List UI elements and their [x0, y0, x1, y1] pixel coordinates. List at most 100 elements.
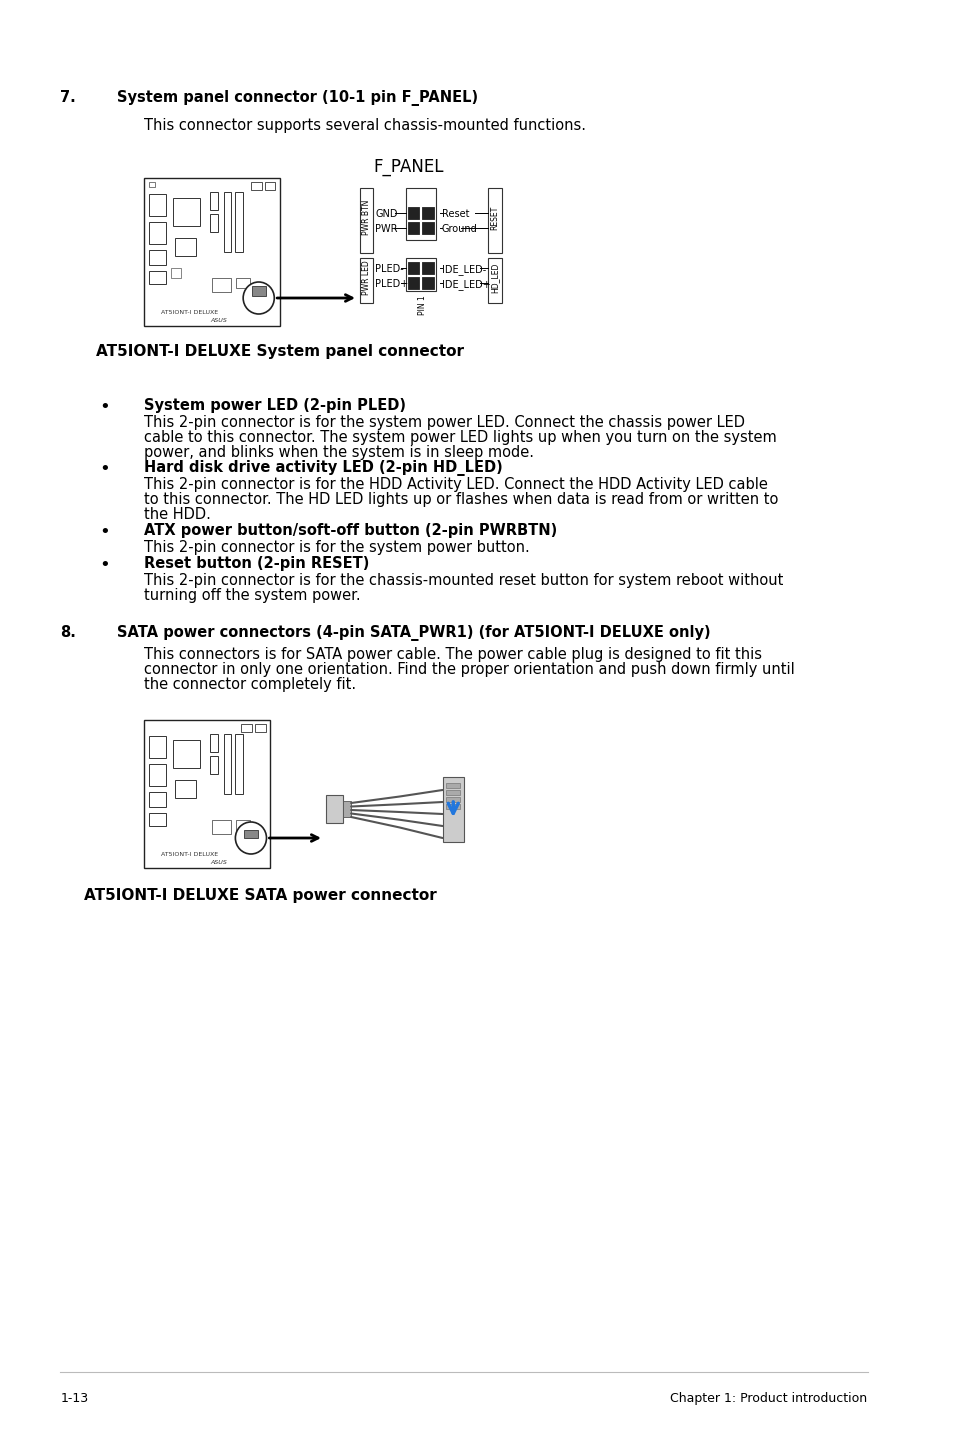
Bar — [149, 250, 166, 265]
Text: 8.: 8. — [60, 626, 76, 640]
Text: AT5IONT-I DELUXE: AT5IONT-I DELUXE — [161, 311, 218, 315]
Text: turning off the system power.: turning off the system power. — [144, 588, 360, 603]
Text: SATA power connectors (4-pin SATA_PWR1) (for AT5IONT-I DELUXE only): SATA power connectors (4-pin SATA_PWR1) … — [116, 626, 710, 641]
Text: Reset button (2-pin RESET): Reset button (2-pin RESET) — [144, 557, 369, 571]
Text: Ground: Ground — [441, 224, 476, 234]
Bar — [144, 720, 270, 869]
Bar — [212, 278, 232, 292]
Text: the HDD.: the HDD. — [144, 508, 211, 522]
Text: PWR LED: PWR LED — [362, 260, 371, 295]
Bar — [144, 178, 280, 326]
Text: AT5IONT-I DELUXE SATA power connector: AT5IONT-I DELUXE SATA power connector — [84, 889, 436, 903]
Bar — [149, 792, 166, 807]
Text: cable to this connector. The system power LED lights up when you turn on the sys: cable to this connector. The system powe… — [144, 430, 776, 444]
Text: Hard disk drive activity LED (2-pin HD_LED): Hard disk drive activity LED (2-pin HD_L… — [144, 460, 502, 476]
Text: PWR BTN: PWR BTN — [362, 200, 371, 236]
Text: IDE_LED+: IDE_LED+ — [441, 279, 490, 290]
Bar — [446, 797, 459, 802]
Bar — [236, 820, 250, 830]
Bar — [210, 193, 217, 210]
Text: ASUS: ASUS — [210, 860, 227, 866]
Bar — [343, 801, 351, 817]
Bar — [244, 830, 257, 838]
Text: This 2-pin connector is for the chassis-mounted reset button for system reboot w: This 2-pin connector is for the chassis-… — [144, 572, 782, 588]
Bar — [421, 262, 434, 275]
Bar — [446, 784, 459, 788]
Bar — [172, 741, 200, 768]
Bar — [210, 733, 217, 752]
Text: This connector supports several chassis-mounted functions.: This connector supports several chassis-… — [144, 118, 585, 132]
Bar — [235, 733, 243, 794]
Bar — [251, 183, 261, 190]
Bar — [149, 764, 166, 787]
Bar — [264, 183, 275, 190]
Text: 1-13: 1-13 — [60, 1392, 89, 1405]
Text: ATX power button/soft-off button (2-pin PWRBTN): ATX power button/soft-off button (2-pin … — [144, 523, 557, 538]
Text: HD_LED: HD_LED — [490, 262, 499, 293]
Text: connector in only one orientation. Find the proper orientation and push down fir: connector in only one orientation. Find … — [144, 661, 794, 677]
Text: •: • — [99, 460, 111, 477]
Text: the connector completely fit.: the connector completely fit. — [144, 677, 355, 692]
Bar — [241, 723, 252, 732]
Text: AT5IONT-I DELUXE: AT5IONT-I DELUXE — [161, 851, 218, 857]
Text: to this connector. The HD LED lights up or flashes when data is read from or wri: to this connector. The HD LED lights up … — [144, 492, 778, 508]
Bar — [421, 193, 434, 204]
Bar — [488, 188, 501, 253]
Bar — [407, 278, 418, 289]
Bar — [326, 795, 343, 823]
Bar — [252, 286, 265, 296]
Text: AT5IONT-I DELUXE System panel connector: AT5IONT-I DELUXE System panel connector — [96, 344, 463, 360]
Text: RESET: RESET — [490, 206, 499, 230]
Bar — [175, 779, 196, 798]
Bar — [149, 736, 166, 758]
Bar — [421, 221, 434, 234]
Bar — [254, 723, 265, 732]
Text: This 2-pin connector is for the system power LED. Connect the chassis power LED: This 2-pin connector is for the system p… — [144, 416, 744, 430]
Bar — [210, 756, 217, 774]
Bar — [171, 267, 181, 278]
Bar — [149, 221, 166, 244]
Bar — [446, 804, 459, 810]
Text: PIN 1: PIN 1 — [417, 295, 426, 315]
Bar — [175, 239, 196, 256]
Bar — [359, 257, 374, 303]
Bar — [442, 777, 463, 843]
Text: System power LED (2-pin PLED): System power LED (2-pin PLED) — [144, 398, 406, 413]
Bar — [223, 193, 232, 252]
Text: power, and blinks when the system is in sleep mode.: power, and blinks when the system is in … — [144, 444, 534, 460]
Circle shape — [235, 823, 266, 854]
Bar — [149, 812, 166, 825]
Text: •: • — [99, 557, 111, 574]
Bar — [488, 257, 501, 303]
Circle shape — [243, 282, 274, 313]
Text: ASUS: ASUS — [210, 318, 227, 324]
Text: PLED-: PLED- — [375, 265, 404, 275]
Text: This 2-pin connector is for the system power button.: This 2-pin connector is for the system p… — [144, 541, 529, 555]
Text: This connectors is for SATA power cable. The power cable plug is designed to fit: This connectors is for SATA power cable.… — [144, 647, 761, 661]
Bar — [212, 820, 232, 834]
Text: IDE_LED-: IDE_LED- — [441, 265, 485, 275]
Text: •: • — [99, 523, 111, 541]
Text: System panel connector (10-1 pin F_PANEL): System panel connector (10-1 pin F_PANEL… — [116, 91, 477, 106]
Bar — [446, 789, 459, 795]
Text: F_PANEL: F_PANEL — [373, 158, 443, 175]
Text: 7.: 7. — [60, 91, 76, 105]
Text: Chapter 1: Product introduction: Chapter 1: Product introduction — [670, 1392, 866, 1405]
Bar — [223, 733, 232, 794]
Bar — [405, 257, 436, 290]
Bar — [210, 214, 217, 232]
Bar — [405, 188, 436, 240]
Bar — [407, 221, 418, 234]
Bar — [421, 278, 434, 289]
Bar — [235, 193, 243, 252]
Bar — [149, 183, 154, 187]
Bar — [149, 194, 166, 216]
Bar — [407, 262, 418, 275]
Text: PWR: PWR — [375, 224, 397, 234]
Text: Reset: Reset — [441, 209, 469, 219]
Text: •: • — [99, 398, 111, 416]
Text: This 2-pin connector is for the HDD Activity LED. Connect the HDD Activity LED c: This 2-pin connector is for the HDD Acti… — [144, 477, 767, 492]
Bar — [236, 278, 250, 288]
Bar — [407, 207, 418, 219]
Text: PLED+: PLED+ — [375, 279, 408, 289]
